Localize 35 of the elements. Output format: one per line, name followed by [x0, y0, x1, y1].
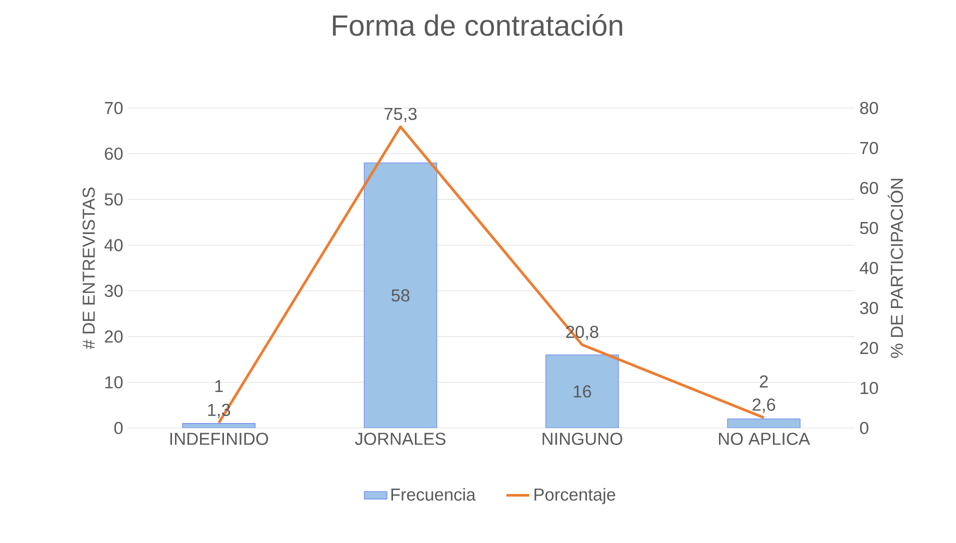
y2-tick-label: 50 [860, 222, 878, 234]
y2-axis-title: % DE PARTICIPACIÓN [888, 179, 904, 358]
y-tick-label: 40 [104, 239, 123, 252]
y2-tick-label: 40 [860, 262, 878, 274]
y2-tick-label: 70 [860, 142, 878, 154]
y-tick-label: 20 [104, 330, 123, 343]
y2-tick-label: 80 [860, 102, 878, 114]
bar [364, 162, 438, 428]
y-tick-label: 30 [104, 284, 123, 298]
y2-tick-label: 0 [860, 422, 868, 434]
chart-title: Forma de contratación [333, 14, 622, 36]
y-tick-label: 0 [114, 422, 123, 434]
data-label: 2 [760, 376, 768, 388]
y-tick-label: 60 [104, 148, 123, 160]
legend-label: Porcentaje [534, 488, 616, 504]
y2-tick-label: 60 [860, 182, 878, 194]
x-tick-label: NO APLICA [719, 432, 810, 446]
data-label: 16 [574, 385, 592, 398]
data-label: 1 [215, 380, 223, 392]
bar [727, 418, 800, 428]
y2-tick-label: 20 [860, 342, 878, 354]
y-axis-title: # DE ENTREVISTAS [82, 188, 95, 350]
legend-label: Frecuencia [391, 488, 476, 501]
y2-tick-label: 30 [860, 302, 878, 314]
data-label: 75,3 [384, 108, 417, 122]
bar [546, 354, 619, 428]
data-label: 58 [392, 289, 410, 302]
y-tick-label: 70 [104, 102, 123, 114]
y-tick-label: 10 [105, 376, 123, 389]
y2-tick-label: 10 [860, 382, 878, 394]
x-tick-label: JORNALES [355, 432, 446, 446]
x-tick-label: NINGUNO [542, 432, 622, 446]
y-tick-label: 50 [104, 193, 123, 206]
data-label: 2,6 [752, 398, 776, 414]
x-tick-label: INDEFINIDO [170, 432, 268, 446]
